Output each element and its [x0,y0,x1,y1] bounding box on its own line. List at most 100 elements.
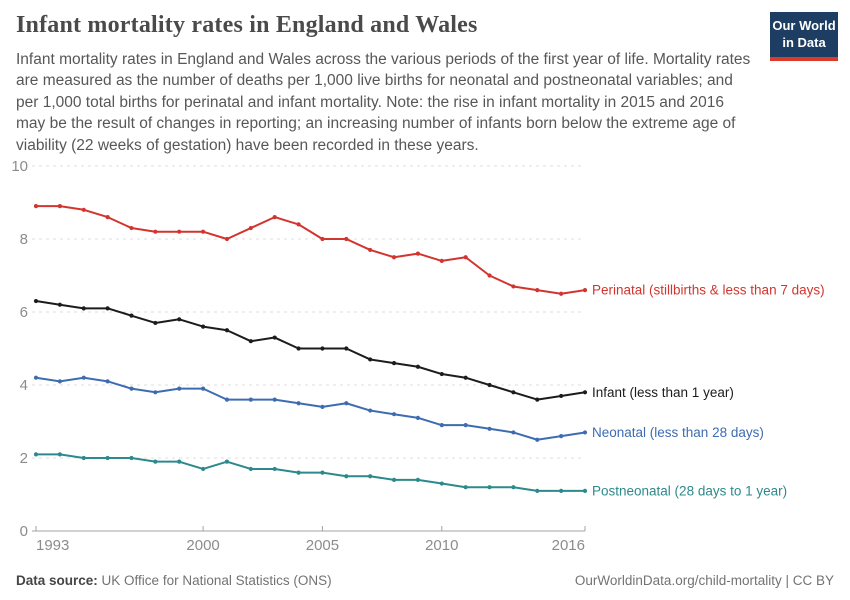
data-point-infant-2008 [391,361,397,366]
data-point-neonatal-1999 [177,386,182,391]
data-point-postneonatal-2001 [224,459,230,464]
data-point-perinatal-2013 [511,284,516,289]
series-label-infant: Infant (less than 1 year) [592,385,734,400]
data-point-perinatal-2004 [296,222,301,227]
data-source-note: Data source: UK Office for National Stat… [16,573,332,588]
data-point-infant-2006 [344,346,349,351]
data-point-infant-2014 [535,397,540,402]
data-point-postneonatal-2007 [368,474,373,479]
data-point-perinatal-1997 [129,225,134,231]
data-point-infant-2001 [224,328,230,333]
data-point-infant-2007 [368,357,373,362]
data-point-postneonatal-2004 [296,470,301,475]
data-point-neonatal-1993 [33,375,39,380]
data-point-perinatal-2015 [559,291,564,296]
data-point-infant-2002 [248,339,253,344]
data-point-postneonatal-2002 [248,466,253,472]
data-point-postneonatal-2005 [320,470,325,475]
data-point-perinatal-2007 [368,247,373,253]
series-line-infant [35,300,586,401]
y-tick-label-2: 2 [20,450,28,467]
y-tick-label-6: 6 [20,304,28,321]
x-tick-label-2000: 2000 [186,537,219,554]
data-point-neonatal-2001 [224,397,230,402]
data-point-neonatal-2004 [296,401,301,406]
data-point-neonatal-1997 [129,386,134,391]
y-tick-label-0: 0 [20,523,28,540]
data-point-perinatal-2008 [391,255,397,260]
data-point-infant-2012 [487,382,492,388]
data-point-neonatal-2006 [344,401,349,406]
data-source-label: Data source: [16,573,98,588]
data-point-neonatal-2003 [272,397,277,402]
data-point-neonatal-2008 [391,412,397,417]
page-title: Infant mortality rates in England and Wa… [16,12,478,38]
chart-footer: Data source: UK Office for National Stat… [16,573,834,588]
data-point-postneonatal-1998 [153,459,158,464]
data-point-infant-2015 [559,393,564,399]
data-point-perinatal-1998 [153,229,158,234]
data-point-postneonatal-2014 [535,488,540,493]
data-point-perinatal-2000 [200,229,206,234]
data-point-postneonatal-2013 [511,485,516,490]
data-point-postneonatal-1996 [105,455,110,461]
data-point-perinatal-2011 [463,255,468,260]
data-point-infant-2009 [415,364,421,369]
y-tick-label-4: 4 [20,377,28,394]
data-point-neonatal-1998 [153,390,158,395]
data-point-infant-2000 [200,324,206,329]
data-point-neonatal-1995 [81,375,86,380]
data-point-infant-2005 [320,346,325,351]
series-line-perinatal [35,205,586,295]
data-point-infant-2013 [511,390,516,395]
data-point-postneonatal-1994 [57,452,62,457]
data-point-perinatal-2014 [535,288,540,293]
series-line-neonatal [35,376,586,441]
y-tick-label-8: 8 [20,231,28,248]
data-point-perinatal-2006 [344,236,349,242]
data-point-infant-2011 [463,375,468,380]
data-point-postneonatal-2008 [391,477,397,482]
data-point-neonatal-2013 [511,430,516,435]
data-point-postneonatal-2010 [439,481,444,486]
data-point-infant-1999 [177,317,182,322]
data-point-neonatal-2015 [559,434,564,439]
data-point-perinatal-1996 [105,215,110,220]
data-point-perinatal-2002 [248,225,253,231]
data-point-infant-1993 [33,298,39,304]
data-point-neonatal-2016 [582,430,588,435]
data-point-perinatal-2010 [439,258,444,263]
data-point-postneonatal-2012 [487,485,492,490]
data-point-neonatal-1996 [105,379,110,384]
data-point-perinatal-2009 [415,251,421,256]
data-point-postneonatal-1999 [177,459,182,464]
data-point-postneonatal-2003 [272,466,277,472]
data-point-neonatal-2014 [535,437,540,442]
data-point-perinatal-2012 [487,273,492,278]
data-point-infant-2016 [582,390,588,395]
data-point-neonatal-2011 [463,423,468,428]
credit-line: OurWorldinData.org/child-mortality | CC … [574,573,834,588]
x-tick-label-2010: 2010 [425,537,458,554]
data-point-neonatal-2002 [248,397,253,402]
y-tick-label-10: 10 [11,158,28,175]
data-point-perinatal-1994 [57,204,62,209]
data-point-neonatal-2000 [200,386,206,391]
series-label-postneonatal: Postneonatal (28 days to 1 year) [592,483,787,498]
x-tick-label-2016: 2016 [552,537,585,554]
data-point-postneonatal-1993 [33,452,39,457]
data-point-postneonatal-2009 [415,477,421,482]
data-point-perinatal-1995 [81,207,86,212]
data-point-neonatal-2009 [415,415,421,420]
data-point-postneonatal-2016 [582,488,588,493]
data-point-perinatal-2001 [224,236,230,242]
data-point-infant-2004 [296,346,301,351]
data-point-perinatal-2005 [320,236,325,242]
data-point-neonatal-2012 [487,426,492,431]
data-point-postneonatal-2011 [463,485,468,490]
chart-header: Infant mortality rates in England and Wa… [16,12,756,156]
data-point-neonatal-2010 [439,423,444,428]
data-point-infant-2003 [272,335,277,340]
